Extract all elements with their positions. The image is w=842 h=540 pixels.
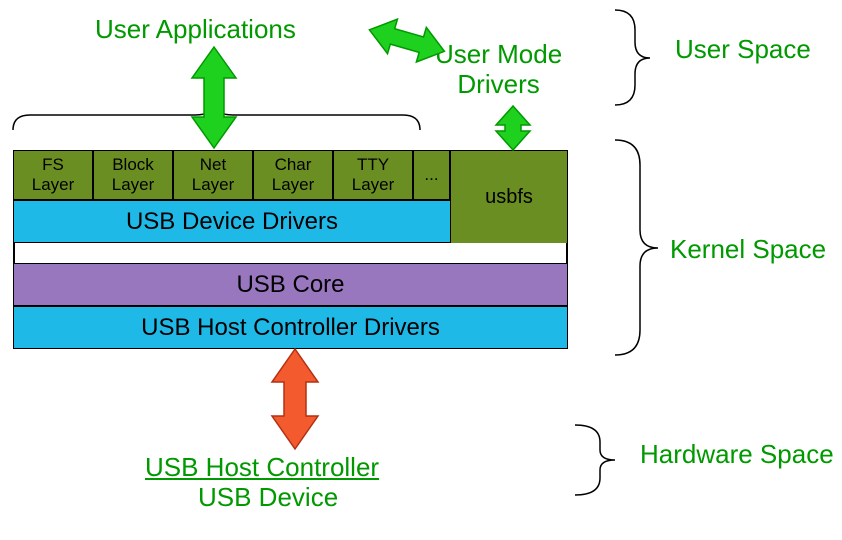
fs-l2: Layer xyxy=(32,175,75,194)
tty-layer-box: TTYLayer xyxy=(333,150,413,200)
usb-host-controller-drivers-box: USB Host Controller Drivers xyxy=(13,306,568,349)
block-layer-box: BlockLayer xyxy=(93,150,173,200)
top-brace-icon xyxy=(13,102,420,130)
fs-layer-box: FSLayer xyxy=(13,150,93,200)
net-l2: Layer xyxy=(192,175,235,194)
green-small-vert-arrow-icon xyxy=(496,106,530,150)
kernel-space-brace-icon xyxy=(615,140,658,355)
gap-row xyxy=(15,243,566,263)
user-space-label: User Space xyxy=(675,35,811,65)
char-layer-box: CharLayer xyxy=(253,150,333,200)
green-vert-arrow-icon xyxy=(192,47,236,148)
tty-l1: TTY xyxy=(357,155,389,174)
usb-host-controller-label: USB Host Controller xyxy=(145,453,379,483)
block-l1: Block xyxy=(112,155,154,174)
user-mode-drivers-label: User Mode Drivers xyxy=(435,40,562,100)
hardware-space-brace-icon xyxy=(575,425,615,495)
kernel-space-label: Kernel Space xyxy=(670,235,826,265)
orange-vert-arrow-icon xyxy=(272,349,318,449)
umd-line1: User Mode xyxy=(435,39,562,69)
char-l1: Char xyxy=(275,155,312,174)
hardware-space-label: Hardware Space xyxy=(640,440,834,470)
umd-line2: Drivers xyxy=(457,69,539,99)
dots-box: ... xyxy=(413,150,450,200)
net-layer-box: NetLayer xyxy=(173,150,253,200)
usb-device-drivers-box: USB Device Drivers xyxy=(13,200,450,243)
char-l2: Layer xyxy=(272,175,315,194)
usb-core-box: USB Core xyxy=(13,263,568,306)
usb-device-label: USB Device xyxy=(198,483,338,513)
fs-l1: FS xyxy=(42,155,64,174)
tty-l2: Layer xyxy=(352,175,395,194)
usbfs-box: usbfs xyxy=(450,150,568,243)
user-space-brace-icon xyxy=(615,10,650,105)
net-l1: Net xyxy=(200,155,226,174)
block-l2: Layer xyxy=(112,175,155,194)
user-applications-label: User Applications xyxy=(95,15,296,45)
